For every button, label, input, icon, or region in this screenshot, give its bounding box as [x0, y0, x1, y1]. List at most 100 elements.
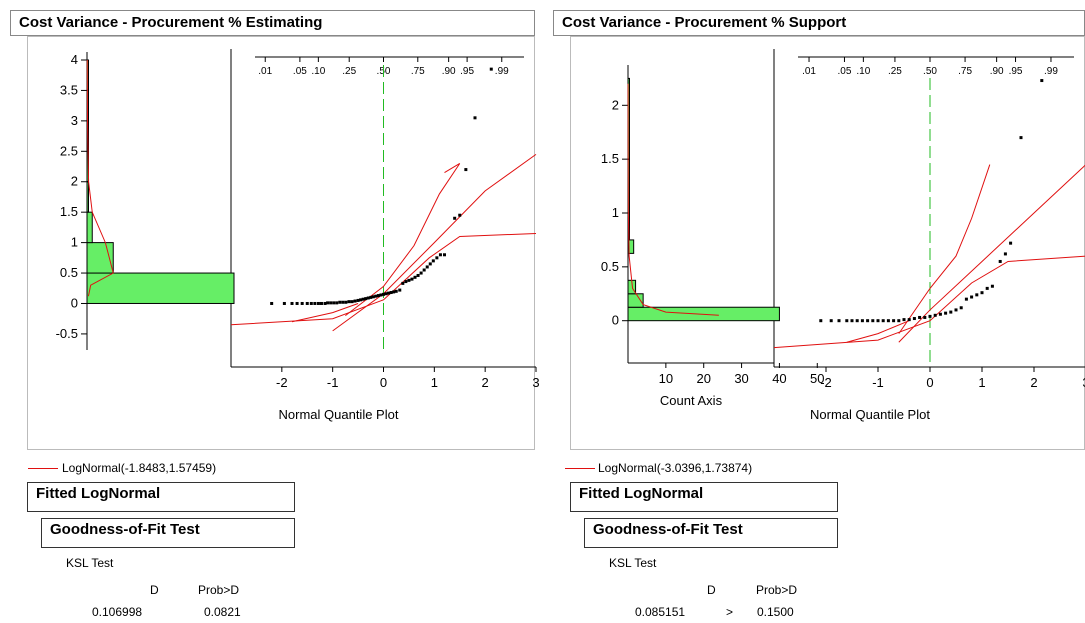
- data-point: [329, 301, 333, 305]
- data-point: [428, 262, 432, 266]
- x-tick-label: 0: [380, 375, 387, 390]
- data-point: [270, 301, 274, 305]
- probability-tick-label: .90: [990, 66, 1004, 77]
- histogram-bar: [86, 272, 235, 304]
- x-tick-label: 3: [532, 375, 539, 390]
- data-point: [819, 319, 823, 323]
- data-point: [970, 295, 974, 299]
- x-tick-label: 1: [431, 375, 438, 390]
- data-point: [389, 291, 393, 295]
- distribution-chart: 43.532.521.510.50-0.5.01.05.10.25.50.75.…: [56, 49, 540, 422]
- data-point: [933, 313, 937, 317]
- data-point: [464, 168, 468, 172]
- data-point: [923, 315, 927, 319]
- data-point: [473, 116, 477, 120]
- ksl-test-label: KSL Test: [609, 556, 657, 570]
- goodness-of-fit-header[interactable]: Goodness-of-Fit Test: [41, 518, 295, 548]
- data-point: [374, 294, 378, 298]
- data-point: [837, 319, 841, 323]
- y-tick-label: 0: [71, 295, 78, 310]
- x-tick-label: -1: [327, 375, 339, 390]
- plot-frame: 4 3.5 3 2.5 2 1.5 1 0.5 0 -0.5.01.05.10.25.50.75.…: [27, 36, 540, 450]
- data-point: [954, 308, 958, 312]
- fit-line: [898, 164, 1085, 343]
- data-point: [413, 275, 417, 279]
- x-tick-label: -1: [872, 375, 884, 390]
- histogram-bar: [86, 211, 93, 244]
- data-point: [364, 297, 368, 301]
- data-point: [1040, 79, 1044, 83]
- data-point: [443, 253, 446, 257]
- data-point: [350, 300, 354, 304]
- data-point: [323, 301, 327, 305]
- data-point: [964, 297, 968, 301]
- confidence-band-upper: [345, 163, 461, 317]
- data-point: [990, 284, 994, 288]
- legend-label: LogNormal(-3.0396,1.73874): [598, 461, 753, 475]
- confidence-band-lower: [230, 232, 537, 326]
- data-point: [902, 318, 906, 322]
- count-axis-label: Count Axis: [660, 393, 723, 408]
- density-curve: [86, 59, 114, 297]
- density-curve: [627, 83, 719, 316]
- goodness-of-fit-header[interactable]: Goodness-of-Fit Test: [584, 518, 838, 548]
- probability-tick-label: .75: [411, 66, 425, 77]
- confidence-band-left: [291, 303, 359, 323]
- histogram-bar: [86, 181, 89, 213]
- data-point: [860, 319, 864, 323]
- ksl-test-label: KSL Test: [66, 556, 114, 570]
- data-point: [384, 292, 388, 296]
- data-point: [438, 253, 442, 257]
- count-tick-label: 50: [810, 371, 824, 386]
- y-tick-label: -0.5: [56, 326, 78, 341]
- probability-tick-label: .95: [460, 66, 474, 77]
- data-point: [290, 301, 294, 305]
- d-value: 0.106998: [92, 605, 143, 619]
- probability-tick-label: .01: [802, 66, 816, 77]
- data-point: [341, 300, 345, 304]
- data-point: [897, 319, 901, 323]
- data-point: [489, 67, 493, 71]
- data-point: [892, 319, 896, 323]
- fit-line: [332, 153, 537, 332]
- probability-tick-label: .25: [342, 66, 356, 77]
- data-point: [394, 289, 398, 293]
- y-tick-label: 1.5: [60, 204, 78, 219]
- probability-tick-label: .01: [258, 66, 272, 77]
- data-point: [458, 213, 462, 217]
- data-point: [431, 259, 435, 263]
- fitted-lognormal-header[interactable]: Fitted LogNormal: [570, 482, 838, 512]
- y-tick-label: 0: [612, 313, 619, 328]
- fitted-lognormal-header[interactable]: Fitted LogNormal: [27, 482, 295, 512]
- data-point: [392, 290, 396, 294]
- quantile-axis-label: Normal Quantile Plot: [810, 407, 930, 422]
- data-point: [376, 294, 380, 298]
- data-point: [313, 301, 317, 305]
- plot-frame: 2 1.5 1 0.5 0 10 20 30 40 50 Count Axis .01.05.10.2…: [570, 36, 1085, 450]
- data-point: [998, 259, 1002, 263]
- probability-tick-label: .75: [958, 66, 972, 77]
- data-point: [975, 293, 979, 297]
- probability-tick-label: .10: [311, 66, 325, 77]
- confidence-band-lower: [773, 255, 1085, 349]
- data-point: [425, 265, 429, 269]
- data-point: [435, 256, 439, 260]
- probability-tick-label: .90: [442, 66, 456, 77]
- panel-title: Cost Variance - Procurement % Estimating: [10, 10, 535, 36]
- data-point: [855, 319, 859, 323]
- legend-line-swatch: [28, 468, 58, 469]
- x-tick-label: 0: [926, 375, 933, 390]
- probability-tick-label: .05: [838, 66, 852, 77]
- count-tick-label: 20: [696, 371, 710, 386]
- probability-tick-label: .10: [856, 66, 870, 77]
- panel-estimating: Cost Variance - Procurement % Estimating…: [0, 0, 540, 623]
- data-point: [382, 292, 385, 296]
- data-point: [866, 319, 870, 323]
- col-d-header: D: [707, 583, 716, 597]
- y-tick-label: 2.5: [60, 143, 78, 158]
- d-value: 0.085151: [635, 605, 686, 619]
- count-tick-label: 10: [659, 371, 673, 386]
- data-point: [912, 317, 916, 321]
- probability-tick-label: .99: [495, 66, 509, 77]
